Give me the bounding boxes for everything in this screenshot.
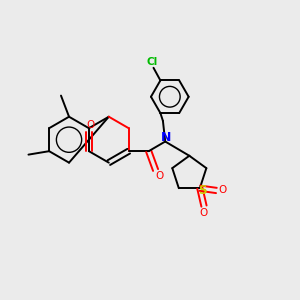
- Text: O: O: [200, 208, 208, 218]
- Text: N: N: [160, 131, 171, 145]
- Text: Cl: Cl: [146, 57, 158, 67]
- Text: S: S: [199, 184, 207, 197]
- Text: O: O: [86, 120, 94, 130]
- Text: O: O: [155, 172, 163, 182]
- Text: O: O: [219, 185, 227, 196]
